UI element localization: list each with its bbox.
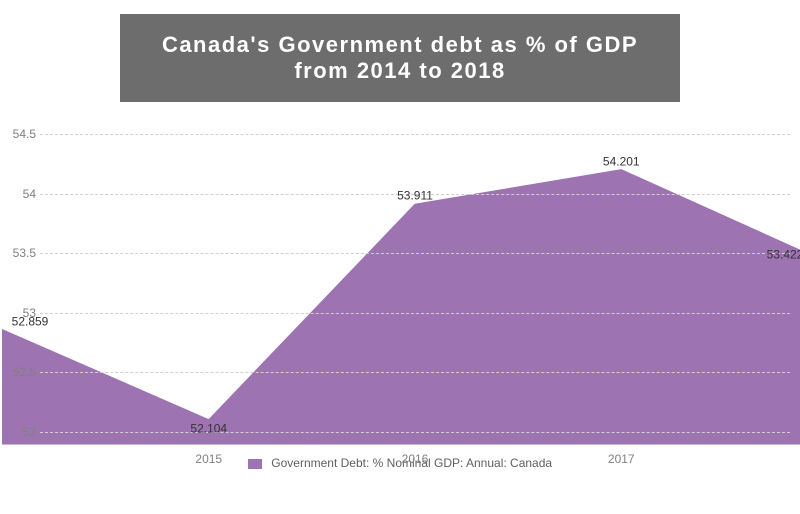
data-label: 52.104 xyxy=(190,421,227,435)
x-tick-label: 2017 xyxy=(608,452,635,466)
grid-line xyxy=(40,432,790,433)
y-tick-label: 54 xyxy=(2,187,36,201)
grid-line xyxy=(40,134,790,135)
y-tick-label: 54.5 xyxy=(2,127,36,141)
x-tick-label: 2016 xyxy=(402,452,429,466)
legend: Government Debt: % Nominal GDP: Annual: … xyxy=(0,456,800,470)
chart-title: Canada's Government debt as % of GDP fro… xyxy=(120,14,680,102)
x-tick-label: 2015 xyxy=(195,452,222,466)
plot-area xyxy=(40,134,790,444)
y-tick-label: 52 xyxy=(2,425,36,439)
area-series xyxy=(40,134,790,444)
grid-line xyxy=(40,253,790,254)
chart-container: Government Debt: % Nominal GDP: Annual: … xyxy=(0,134,800,474)
data-label: 52.859 xyxy=(12,314,49,328)
data-label: 53.911 xyxy=(397,189,433,203)
y-tick-label: 52.5 xyxy=(2,365,36,379)
data-label: 54.201 xyxy=(603,154,640,168)
legend-swatch xyxy=(248,459,262,469)
data-label: 53.422 xyxy=(767,247,800,261)
grid-line xyxy=(40,313,790,314)
y-tick-label: 53.5 xyxy=(2,246,36,260)
grid-line xyxy=(40,372,790,373)
